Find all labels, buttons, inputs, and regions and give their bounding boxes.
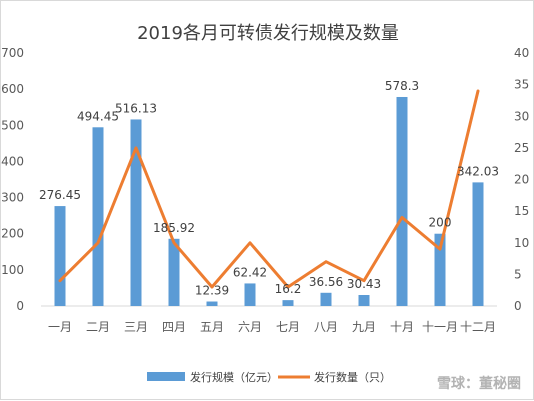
x-tick-label: 九月 bbox=[352, 320, 376, 334]
bars-group bbox=[54, 96, 484, 306]
y-right-tick-label: 5 bbox=[514, 267, 522, 281]
x-tick-label: 二月 bbox=[86, 320, 110, 334]
bar bbox=[358, 295, 370, 306]
x-tick-label: 十一月 bbox=[422, 320, 458, 334]
bar bbox=[472, 182, 484, 306]
y-left-tick-label: 300 bbox=[1, 191, 24, 205]
x-tick-label: 十月 bbox=[390, 320, 414, 334]
bar-data-label: 200 bbox=[429, 216, 452, 230]
bar-data-label: 494.45 bbox=[77, 109, 119, 123]
bar-data-label: 185.92 bbox=[153, 221, 195, 235]
y-right-tick-label: 20 bbox=[514, 173, 529, 187]
bar-data-label: 276.45 bbox=[39, 188, 81, 202]
y-right-tick-label: 0 bbox=[514, 299, 522, 313]
y-left-tick-label: 400 bbox=[1, 154, 24, 168]
x-tick-label: 五月 bbox=[200, 320, 224, 334]
legend-label-bar: 发行规模（亿元） bbox=[190, 370, 278, 384]
y-right-tick-label: 35 bbox=[514, 78, 529, 92]
x-tick-label: 十二月 bbox=[460, 320, 496, 334]
watermark: 雪球：董秘圈 bbox=[437, 375, 521, 392]
bar bbox=[282, 300, 294, 306]
legend: 发行规模（亿元） 发行数量（只） bbox=[147, 370, 391, 384]
x-tick-label: 七月 bbox=[276, 320, 300, 334]
x-tick-label: 四月 bbox=[162, 320, 186, 334]
y-right-tick-label: 10 bbox=[514, 236, 529, 250]
y-left-tick-label: 100 bbox=[1, 263, 24, 277]
bar bbox=[206, 301, 218, 306]
bar bbox=[130, 119, 142, 306]
line-series-count bbox=[58, 89, 480, 289]
bar-data-label: 30.43 bbox=[347, 277, 381, 291]
bar-data-label: 578.3 bbox=[385, 79, 419, 93]
line-group bbox=[58, 89, 480, 289]
y-right-tick-label: 15 bbox=[514, 204, 529, 218]
chart-title: 2019各月可转债发行规模及数量 bbox=[137, 23, 399, 44]
bar-data-label: 342.03 bbox=[457, 164, 499, 178]
y-left-tick-label: 0 bbox=[16, 299, 24, 313]
bar-data-label: 516.13 bbox=[115, 101, 157, 115]
x-tick-label: 一月 bbox=[48, 320, 72, 334]
x-tick-label: 三月 bbox=[124, 320, 148, 334]
y-left-tick-label: 600 bbox=[1, 82, 24, 96]
legend-label-line: 发行数量（只） bbox=[314, 370, 391, 384]
bar-data-label: 12.39 bbox=[195, 284, 229, 298]
bar bbox=[244, 283, 256, 306]
y-left-tick-label: 700 bbox=[1, 46, 24, 60]
y-right-tick-label: 40 bbox=[514, 46, 529, 60]
y-right-tick-label: 25 bbox=[514, 141, 529, 155]
bar bbox=[92, 127, 104, 306]
x-tick-label: 八月 bbox=[314, 320, 338, 334]
bar-data-label: 16.2 bbox=[275, 282, 302, 296]
bar bbox=[320, 292, 332, 306]
bar bbox=[396, 96, 408, 306]
axes-group: 0 100 200 300 400 500 600 700 0 5 10 15 20 25 30 35 40 一月… bbox=[1, 46, 529, 334]
legend-swatch-bar bbox=[147, 372, 185, 381]
bar-data-label: 36.56 bbox=[309, 275, 343, 289]
bar bbox=[434, 233, 446, 306]
x-tick-label: 六月 bbox=[238, 320, 262, 334]
bar bbox=[168, 238, 180, 306]
bar bbox=[54, 206, 66, 306]
bar-data-label: 62.42 bbox=[233, 265, 267, 279]
y-left-tick-label: 500 bbox=[1, 118, 24, 132]
y-right-tick-label: 30 bbox=[514, 109, 529, 123]
y-left-tick-label: 200 bbox=[1, 227, 24, 241]
